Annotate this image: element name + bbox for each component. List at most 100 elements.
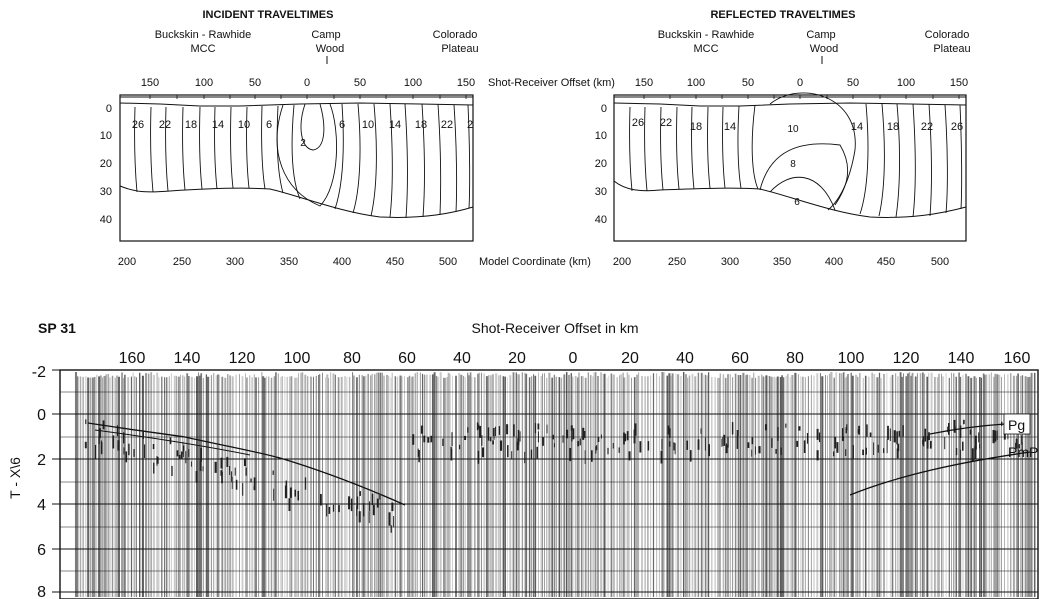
- pg-label-box: [1003, 413, 1031, 435]
- seismic-y-tick: 0: [37, 407, 46, 424]
- seismic-x-tick: 80: [786, 350, 804, 367]
- seismic-x-tick: 20: [508, 350, 526, 367]
- reflected-offset-ticks: 150 100 50 0 50 100 150: [635, 77, 968, 89]
- reflected-panel: REFLECTED TRAVELTIMES Buckskin - Rawhide…: [595, 9, 971, 268]
- incident-coord-tick: 500: [439, 256, 457, 268]
- incident-contour-line: [150, 106, 154, 193]
- reflected-contour-line: [769, 176, 836, 211]
- reflected-depth-ticks: 0 10 20 30 40: [595, 103, 607, 226]
- incident-contour-line: [276, 103, 337, 207]
- reflected-offset-tick: 100: [687, 77, 705, 89]
- reflected-offset-tick: 100: [897, 77, 915, 89]
- reflected-depth-tick: 30: [595, 186, 607, 198]
- reflected-contour-line: [751, 104, 759, 190]
- seismic-x-tick: 40: [676, 350, 694, 367]
- incident-depth-ticks: 0 10 20 30 40: [100, 103, 112, 226]
- offset-axis-label: Shot-Receiver Offset (km): [488, 77, 615, 89]
- incident-contour-line: [437, 103, 442, 216]
- incident-contour-line: [165, 106, 169, 192]
- pg-curve-right: [929, 423, 1006, 435]
- seismic-x-tick: 160: [1004, 350, 1031, 367]
- reflected-contour-labels: 26 22 18 14 10 8 6 14 18 22 26: [632, 117, 963, 208]
- incident-contour-label: 2: [467, 119, 473, 131]
- incident-offset-tick: 100: [404, 77, 422, 89]
- incident-contour-label: 26: [132, 119, 144, 131]
- sp-label: SP 31: [38, 320, 76, 336]
- seismic-x-tick: 140: [948, 350, 975, 367]
- incident-contour-line: [300, 103, 325, 151]
- incident-site-3-sub: Plateau: [441, 43, 478, 55]
- incident-coord-tick: 350: [280, 256, 298, 268]
- reflected-depth-tick: 40: [595, 214, 607, 226]
- incident-contour-label: 22: [159, 119, 171, 131]
- reflected-contour-label: 26: [951, 121, 963, 133]
- reflected-coord-tick: 400: [825, 256, 843, 268]
- reflected-contour-line: [859, 103, 869, 215]
- incident-offset-ticks: 150 100 50 0 50 100 150: [141, 77, 475, 89]
- reflected-contour-label: 18: [690, 121, 702, 133]
- reflected-site-2-sub: Wood: [810, 43, 839, 55]
- reflected-contour-label: 26: [632, 117, 644, 129]
- seismic-x-tick: 160: [119, 350, 146, 367]
- reflected-offset-tick: 150: [635, 77, 653, 89]
- incident-site-1-sub: MCC: [190, 43, 215, 55]
- reflected-contour-label: 8: [790, 159, 796, 170]
- incident-depth-tick: 40: [100, 214, 112, 226]
- incident-contour-line: [134, 106, 138, 193]
- incident-contour-label: 14: [212, 119, 224, 131]
- incident-site-2-sub: Wood: [316, 43, 345, 55]
- incident-contour-line: [261, 105, 266, 190]
- incident-top-minor-ticks: [149, 95, 467, 99]
- reflected-depth-tick: 20: [595, 158, 607, 170]
- reflected-contour-line: [759, 143, 849, 206]
- incident-contour-line: [276, 105, 284, 194]
- reflected-contour-line: [878, 103, 885, 217]
- incident-contour-line: [230, 106, 234, 189]
- seismic-y-tick: 6: [37, 542, 46, 559]
- reflected-offset-tick: 50: [742, 77, 754, 89]
- seismic-x-tick: 60: [731, 350, 749, 367]
- reflected-contour-line: [660, 106, 664, 191]
- seismic-x-tick: 80: [343, 350, 361, 367]
- reflected-contour-label: 22: [660, 117, 672, 129]
- incident-contour-line: [352, 103, 361, 214]
- incident-contour-line: [453, 104, 458, 213]
- incident-coord-tick: 450: [386, 256, 404, 268]
- incident-contour-line: [214, 106, 218, 190]
- reflected-contour-line: [895, 103, 900, 218]
- incident-contour-line: [246, 106, 250, 189]
- seismic-y-tick: 8: [37, 584, 46, 599]
- reflected-contour-label: 6: [794, 197, 800, 208]
- reflected-site-1-name: Buckskin - Rawhide: [658, 29, 755, 41]
- reflected-offset-tick: 50: [847, 77, 859, 89]
- incident-surface-line: [119, 102, 474, 107]
- reflected-contour-label: 18: [887, 121, 899, 133]
- seismic-timing-lines: [52, 369, 1038, 593]
- reflected-contour-line: [737, 105, 742, 189]
- incident-contour-label: 2: [300, 138, 306, 149]
- incident-contour-labels: 26 22 18 14 10 6 2 6 10 14 18 22 2: [132, 119, 473, 149]
- reflected-contour-line: [629, 106, 633, 192]
- incident-site-1-name: Buckskin - Rawhide: [155, 29, 252, 41]
- pg-label: Pg: [1008, 417, 1025, 433]
- seismic-x-tick: 20: [621, 350, 639, 367]
- seismic-x-tick: 140: [174, 350, 201, 367]
- reflected-contour-label: 14: [851, 121, 863, 133]
- reflected-coord-ticks: 200 250 300 350 400 450 500: [613, 256, 949, 268]
- reflected-site-3-sub: Plateau: [933, 43, 970, 55]
- seismic-y-label: T - X\6: [7, 457, 23, 499]
- reflected-contour-line: [722, 106, 726, 189]
- reflected-coord-tick: 350: [773, 256, 791, 268]
- reflected-coord-tick: 300: [721, 256, 739, 268]
- incident-moho-line: [119, 185, 474, 218]
- incident-contour-line: [389, 103, 393, 218]
- coord-axis-label: Model Coordinate (km): [479, 256, 591, 268]
- seismic-x-tick: 100: [838, 350, 865, 367]
- incident-depth-tick: 20: [100, 158, 112, 170]
- incident-contour-line: [421, 103, 425, 218]
- reflected-contour-line: [959, 104, 963, 210]
- reflected-contour-line: [676, 106, 680, 190]
- incident-site-2-name: Camp: [311, 29, 340, 41]
- incident-offset-tick: 0: [304, 77, 310, 89]
- incident-contour-line: [467, 104, 471, 209]
